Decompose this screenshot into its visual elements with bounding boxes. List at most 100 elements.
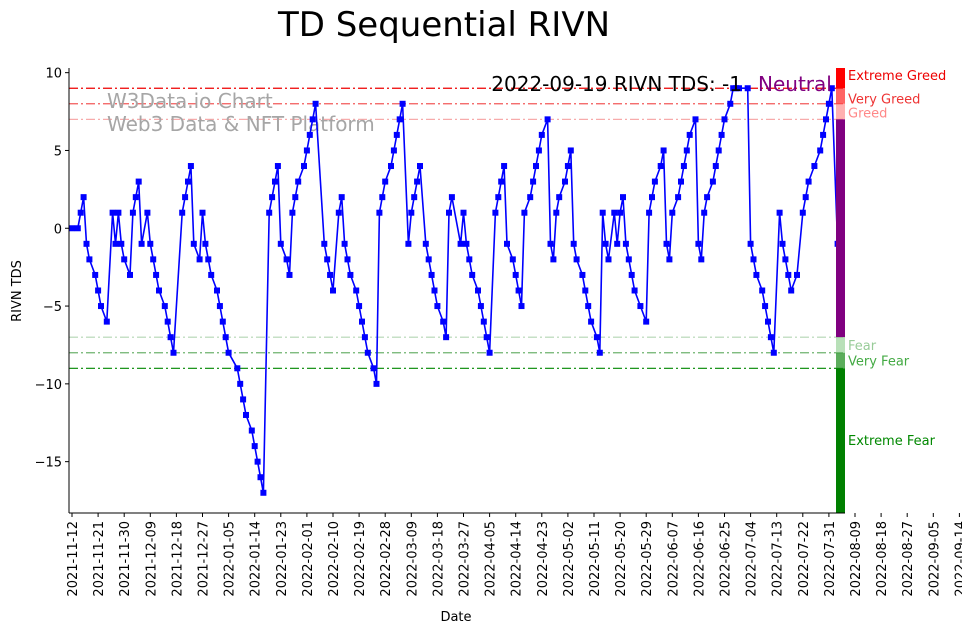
data-point-164 <box>660 147 667 154</box>
data-point-194 <box>767 334 774 341</box>
data-point-156 <box>628 271 635 278</box>
data-point-112 <box>477 303 484 310</box>
data-point-125 <box>521 209 528 216</box>
data-point-63 <box>301 163 307 170</box>
data-point-142 <box>582 287 589 294</box>
data-point-199 <box>785 271 792 278</box>
data-point-188 <box>747 240 754 247</box>
x-ticks: 2021-11-12 2021-11-21 2021-11-30 2021-12-09… <box>66 513 962 597</box>
zone-label-very-greed: Very Greed <box>848 92 920 107</box>
data-point-110 <box>469 271 476 278</box>
data-point-167 <box>669 209 676 216</box>
data-point-135 <box>556 194 563 201</box>
x-tick-label-14: 2022-03-18 <box>431 521 446 597</box>
zone-bar-very-greed <box>836 88 845 104</box>
x-tick-label-19: 2022-05-02 <box>562 521 577 597</box>
data-point-183 <box>727 100 734 107</box>
x-tick-label-12: 2022-02-28 <box>379 521 394 597</box>
data-point-123 <box>515 287 522 294</box>
zone-bar-greed <box>836 103 845 120</box>
y-tick-label-4: −10 <box>35 378 62 393</box>
data-point-158 <box>637 303 644 310</box>
data-point-175 <box>698 256 705 263</box>
data-point-115 <box>486 349 493 356</box>
x-tick-label-30: 2022-08-09 <box>849 521 864 597</box>
zone-label-extreme-fear: Extreme Fear <box>848 434 936 449</box>
data-point-9 <box>103 318 110 325</box>
data-point-16 <box>129 209 136 216</box>
data-point-6 <box>92 271 99 278</box>
annotation: 2022-09-19 RIVN TDS: -1 Neutral <box>491 72 832 96</box>
data-point-209 <box>825 100 832 107</box>
x-tick-label-15: 2022-03-27 <box>458 521 473 597</box>
x-tick-label-26: 2022-07-04 <box>745 521 760 597</box>
data-point-97 <box>422 240 429 247</box>
data-point-47 <box>243 411 249 418</box>
data-point-33 <box>190 240 197 247</box>
data-point-8 <box>98 303 104 310</box>
data-point-191 <box>759 287 766 294</box>
watermark-line1: W3Data.io Chart <box>107 89 273 113</box>
x-tick-label-34: 2022-09-14 <box>953 521 962 597</box>
annotation-text: 2022-09-19 RIVN TDS: -1 <box>491 72 742 96</box>
data-point-190 <box>753 271 760 278</box>
data-point-94 <box>411 194 418 201</box>
data-point-186 <box>736 85 742 92</box>
data-point-149 <box>605 256 612 263</box>
data-point-65 <box>306 131 313 138</box>
series-line-0 <box>72 87 839 494</box>
data-point-80 <box>361 334 368 341</box>
data-point-5 <box>86 256 93 263</box>
data-point-114 <box>483 334 490 341</box>
watermark: W3Data.io Chart Web3 Data & NFT Platform <box>107 89 375 136</box>
x-tick-label-25: 2022-06-25 <box>719 521 734 597</box>
data-point-154 <box>622 240 629 247</box>
data-point-152 <box>617 209 624 216</box>
data-point-41 <box>219 318 226 325</box>
zone-bar-extreme-fear <box>836 368 845 513</box>
data-point-45 <box>237 380 244 387</box>
data-point-28 <box>170 349 177 356</box>
x-tick-label-33: 2022-09-05 <box>927 521 942 597</box>
data-point-178 <box>709 178 716 185</box>
data-point-51 <box>257 474 264 481</box>
data-point-196 <box>776 209 783 216</box>
data-point-82 <box>370 365 377 372</box>
data-point-43 <box>225 349 232 356</box>
x-tick-label-17: 2022-04-14 <box>510 521 525 597</box>
x-tick-label-9: 2022-02-01 <box>301 521 316 597</box>
data-point-90 <box>396 116 403 123</box>
y-tick-label-2: 0 <box>54 222 62 237</box>
x-tick-label-3: 2021-12-09 <box>144 521 159 597</box>
data-point-138 <box>567 147 574 154</box>
data-point-182 <box>721 116 728 123</box>
data-point-36 <box>202 240 209 247</box>
data-point-56 <box>274 163 281 170</box>
x-tick-label-8: 2022-01-23 <box>275 521 290 597</box>
zone-bar-neutral <box>836 119 845 338</box>
data-point-208 <box>823 116 829 123</box>
data-point-81 <box>364 349 371 356</box>
data-point-60 <box>289 209 296 216</box>
x-tick-label-5: 2021-12-27 <box>197 521 212 597</box>
data-point-92 <box>405 240 412 247</box>
y-tick-label-5: −15 <box>35 456 62 471</box>
data-point-200 <box>788 287 795 294</box>
zone-label-very-fear: Very Fear <box>848 355 910 370</box>
data-point-128 <box>533 163 539 170</box>
data-point-202 <box>799 209 806 216</box>
data-point-172 <box>686 131 693 138</box>
data-point-18 <box>135 178 142 185</box>
data-point-162 <box>651 178 658 185</box>
data-point-44 <box>234 365 241 372</box>
data-point-89 <box>393 131 400 138</box>
data-point-35 <box>199 209 206 216</box>
data-point-71 <box>330 287 336 294</box>
data-point-72 <box>335 209 342 216</box>
data-point-78 <box>356 303 363 310</box>
data-point-86 <box>382 178 389 185</box>
data-point-49 <box>251 443 258 450</box>
data-point-203 <box>802 194 809 201</box>
y-tick-label-3: −5 <box>43 300 62 315</box>
data-point-192 <box>762 303 769 310</box>
